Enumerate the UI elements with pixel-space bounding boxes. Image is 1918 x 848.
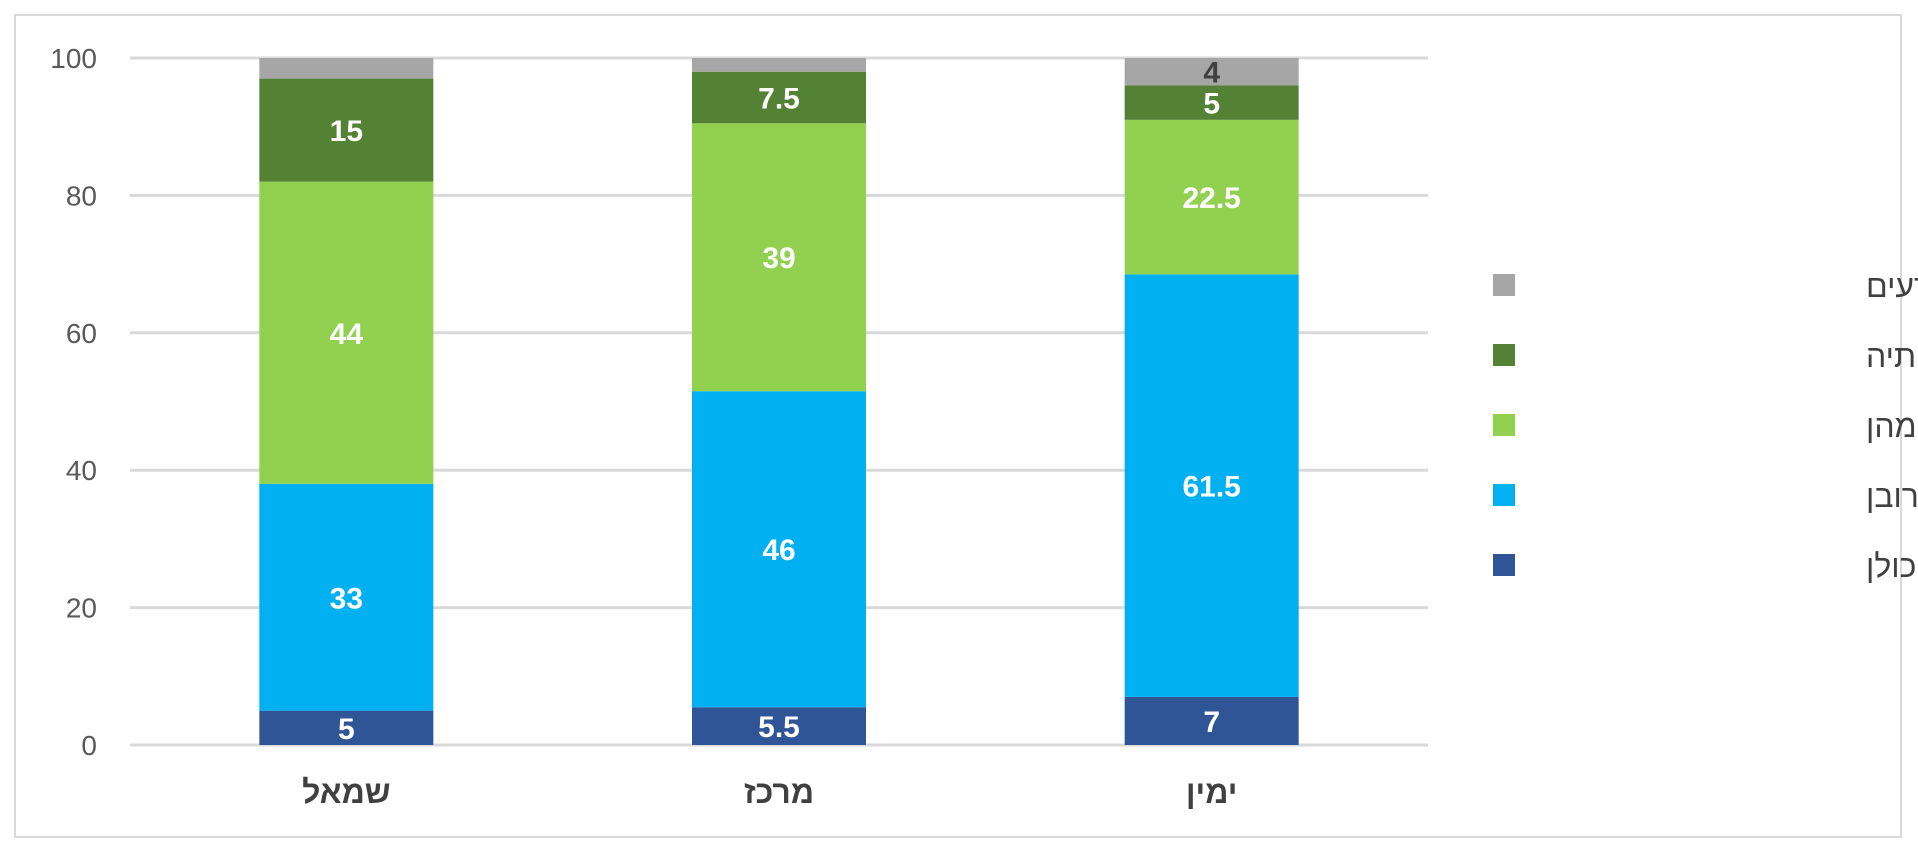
x-category-label-0: שמאל (302, 774, 390, 810)
legend-label-0: השיגה את כולן (1866, 548, 1918, 584)
data-label-0-2: 7 (1203, 706, 1220, 739)
data-label-3-0: 15 (330, 115, 363, 148)
y-tick-label-100: 100 (50, 43, 97, 74)
bar-segment-2-2 (1124, 119, 1299, 275)
x-category-label-2: ימין (1186, 774, 1238, 810)
legend-label-4: לא יודעים (1866, 268, 1918, 304)
legend-swatch-0 (1493, 554, 1515, 576)
bar-segment-0-0 (259, 710, 434, 745)
bar-segment-4-1 (692, 58, 866, 72)
bar-segment-2-1 (692, 123, 866, 392)
x-category-label-1: מרכז (744, 774, 814, 810)
legend-swatch-2 (1493, 414, 1515, 436)
data-label-3-2: 5 (1203, 88, 1220, 121)
legend-label-2: השיגה רק מעט מהן (1866, 408, 1918, 444)
bar-segment-1-1 (692, 391, 866, 708)
bar-segment-4-0 (259, 58, 434, 79)
data-label-0-1: 5.5 (758, 711, 800, 744)
y-tick-label-40: 40 (66, 455, 97, 486)
bar-segment-1-2 (1124, 274, 1299, 697)
y-tick-label-20: 20 (66, 593, 97, 624)
legend-swatch-1 (1493, 484, 1515, 506)
y-tick-label-0: 0 (81, 730, 97, 761)
y-tick-label-80: 80 (66, 180, 97, 211)
bar-segment-3-0 (259, 78, 434, 182)
bar-segment-1-0 (259, 483, 434, 711)
data-label-2-2: 22.5 (1182, 182, 1240, 215)
legend-label-3: לא השיגה את מטרותיה (1866, 338, 1918, 374)
bar-segment-4-2 (1124, 58, 1299, 86)
bar-segment-2-0 (259, 181, 434, 484)
data-label-1-2: 61.5 (1182, 471, 1240, 504)
data-label-1-1: 46 (762, 534, 795, 567)
bar-segment-0-1 (692, 707, 866, 745)
data-label-4-2: 4 (1203, 57, 1220, 90)
data-label-1-0: 33 (330, 582, 363, 615)
data-label-3-1: 7.5 (758, 83, 800, 116)
legend-label-1: השיגה את רובן (1866, 478, 1918, 514)
bar-segment-0-2 (1124, 696, 1299, 745)
data-label-2-0: 44 (330, 318, 364, 351)
bar-segment-3-1 (692, 71, 866, 124)
legend-swatch-3 (1493, 344, 1515, 366)
data-label-0-0: 5 (338, 713, 355, 746)
data-label-2-1: 39 (762, 242, 795, 275)
y-tick-label-60: 60 (66, 318, 97, 349)
legend-swatch-4 (1493, 274, 1515, 296)
bar-segment-3-2 (1124, 85, 1299, 120)
